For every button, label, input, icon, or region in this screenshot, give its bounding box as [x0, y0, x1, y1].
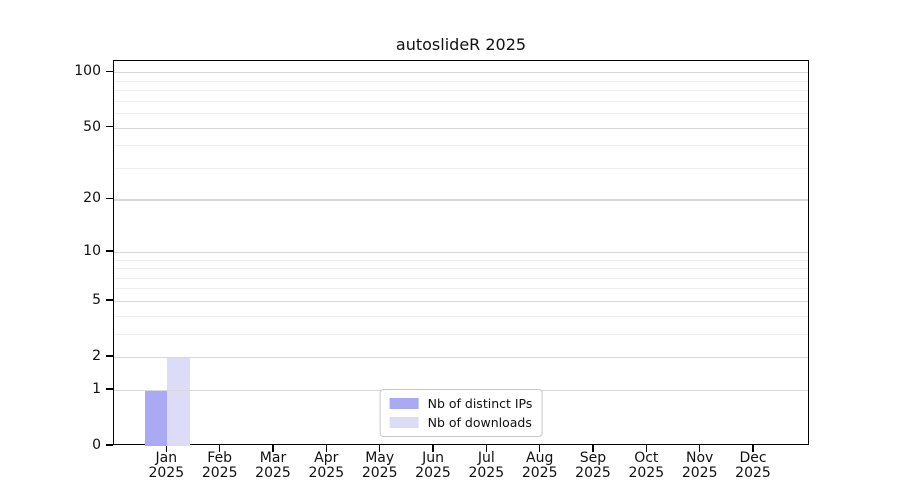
y-gridline-minor	[114, 145, 808, 147]
x-tick-month: Aug	[526, 450, 554, 466]
x-tick	[538, 445, 541, 452]
plot-area	[113, 60, 809, 446]
x-tick-month: Apr	[314, 450, 339, 466]
x-tick	[165, 445, 168, 452]
legend-swatch	[389, 417, 419, 428]
y-tick	[106, 250, 113, 252]
x-tick-month: Mar	[259, 450, 287, 466]
x-tick-month: Nov	[686, 450, 714, 466]
x-tick-year: 2025	[735, 465, 771, 481]
y-gridline-major	[114, 300, 808, 303]
x-tick-label: Nov 2025	[668, 451, 732, 481]
y-gridline-major	[114, 199, 808, 201]
y-tick-label: 50	[83, 118, 101, 135]
y-gridline-minor	[114, 100, 808, 102]
x-tick	[218, 445, 221, 452]
x-tick	[325, 445, 328, 452]
y-tick	[106, 197, 113, 200]
x-tick-month: Sep	[579, 450, 607, 466]
legend-entry: Nb of downloads	[389, 415, 533, 430]
y-gridline-major	[114, 127, 808, 129]
y-gridline-minor	[114, 259, 808, 261]
x-tick-label: Feb 2025	[188, 451, 252, 481]
y-gridline-minor	[114, 113, 808, 115]
x-tick	[432, 445, 434, 452]
y-tick-label: 2	[92, 348, 101, 364]
legend-label: Nb of distinct IPs	[427, 396, 533, 411]
y-tick	[106, 388, 113, 390]
x-tick-month: Jan	[155, 450, 178, 466]
x-tick-year: 2025	[255, 465, 291, 481]
x-tick	[698, 445, 701, 452]
y-tick	[106, 299, 113, 301]
y-tick-label: 10	[83, 242, 101, 259]
bar-distinct-ips	[144, 389, 168, 446]
x-tick-year: 2025	[521, 465, 558, 481]
x-tick-year: 2025	[148, 465, 185, 481]
x-tick-year: 2025	[201, 465, 238, 481]
y-gridline-major	[114, 72, 808, 74]
x-tick-label: Mar 2025	[241, 451, 305, 481]
y-tick	[106, 444, 113, 446]
x-tick-year: 2025	[361, 465, 398, 481]
x-tick-year: 2025	[681, 465, 718, 481]
y-tick-label: 1	[92, 380, 101, 397]
x-tick	[378, 445, 381, 452]
x-tick-month: Oct	[634, 450, 659, 466]
chart-title: autoslideR 2025	[395, 35, 527, 54]
x-tick	[752, 445, 754, 452]
x-tick-label: Jul 2025	[454, 451, 518, 481]
x-tick-month: Jun	[422, 450, 444, 466]
y-tick-label: 5	[92, 291, 101, 308]
x-tick-label: Apr 2025	[294, 451, 358, 481]
legend-label: Nb of downloads	[427, 415, 532, 430]
y-gridline-minor	[114, 315, 808, 317]
y-gridline-major	[114, 357, 808, 359]
y-gridline-minor	[114, 333, 808, 335]
x-tick-year: 2025	[468, 465, 505, 481]
x-tick-month: May	[365, 450, 395, 466]
y-gridline-minor	[114, 90, 808, 92]
y-gridline-minor	[114, 288, 808, 290]
x-tick	[272, 445, 274, 452]
legend-swatch	[389, 398, 419, 409]
y-gridline-major	[114, 251, 808, 253]
legend: Nb of distinct IPs Nb of downloads	[379, 389, 543, 437]
x-tick-month: Dec	[739, 450, 767, 466]
x-tick	[645, 445, 648, 452]
x-tick-year: 2025	[575, 465, 611, 481]
x-tick-month: Jul	[477, 450, 495, 466]
y-tick-label: 0	[92, 437, 101, 453]
y-gridline-minor	[114, 268, 808, 269]
x-tick-label: May 2025	[348, 451, 412, 481]
x-tick-year: 2025	[628, 465, 665, 481]
y-gridline-minor	[114, 80, 808, 82]
y-tick-label: 100	[74, 63, 101, 80]
x-tick-label: Jun 2025	[401, 451, 465, 481]
y-gridline-minor	[114, 167, 808, 169]
x-tick-label: Jan 2025	[134, 451, 198, 481]
y-tick	[106, 355, 113, 357]
x-tick-month: Feb	[207, 450, 233, 466]
x-tick-year: 2025	[308, 465, 345, 481]
y-tick	[106, 125, 113, 128]
x-tick-label: Oct 2025	[614, 451, 678, 481]
bar-downloads	[167, 357, 190, 446]
y-gridline-minor	[114, 277, 808, 279]
x-tick-label: Sep 2025	[561, 451, 625, 481]
x-tick-label: Aug 2025	[508, 451, 572, 481]
x-tick-label: Dec 2025	[721, 451, 785, 481]
y-tick	[106, 70, 113, 72]
x-tick-year: 2025	[415, 465, 451, 481]
x-tick	[592, 445, 594, 452]
y-tick-label: 20	[83, 190, 101, 207]
legend-entry: Nb of distinct IPs	[389, 396, 533, 411]
x-tick	[485, 445, 488, 452]
